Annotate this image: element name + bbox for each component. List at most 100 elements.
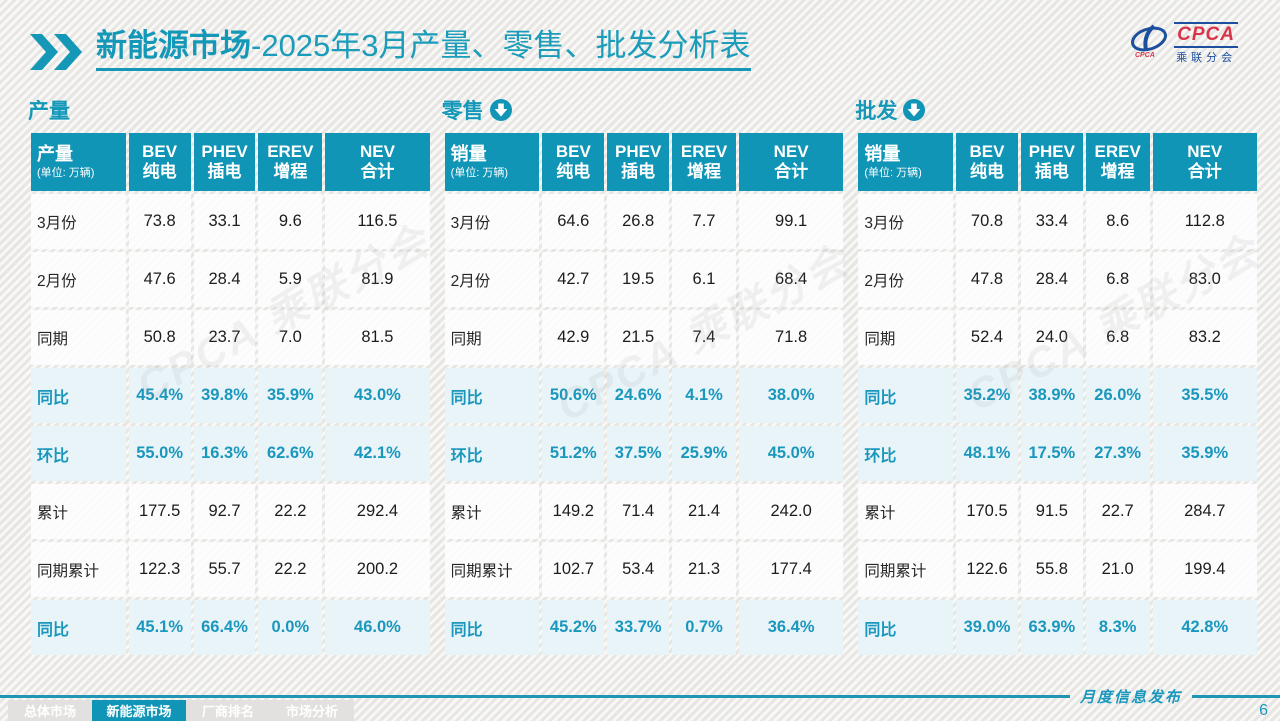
row-label: 同期: [444, 310, 540, 365]
data-cell: 8.6: [1085, 194, 1150, 249]
table-row: 同期累计 122.3 55.7 22.2 200.2: [31, 542, 430, 597]
column-header-erev: EREV 增程: [258, 133, 323, 191]
data-cell: 81.5: [325, 310, 430, 365]
row-label: 累计: [444, 484, 540, 539]
row-label: 同期累计: [31, 542, 126, 597]
retail-table: 销量 (单位: 万辆) BEV 纯电 PHEV 插电 EREV 增程 NEV 合计 3月…: [442, 130, 847, 658]
row-label: 同比: [444, 600, 540, 655]
data-cell: 21.3: [672, 542, 736, 597]
data-cell: 149.2: [542, 484, 605, 539]
data-cell: 83.2: [1152, 310, 1257, 365]
data-cell: 28.4: [193, 252, 256, 307]
page-title: 新能源市场-2025年3月产量、零售、批发分析表: [96, 29, 751, 71]
data-cell: 242.0: [738, 484, 844, 539]
data-cell: 70.8: [956, 194, 1018, 249]
table-row: 同比 45.2% 33.7% 0.7% 36.4%: [444, 600, 844, 655]
data-cell: 36.4%: [738, 600, 844, 655]
row-label: 2月份: [31, 252, 126, 307]
row-label: 3月份: [444, 194, 540, 249]
row-label: 同期: [31, 310, 126, 365]
column-header-phev: PHEV 插电: [607, 133, 670, 191]
down-arrow-circle-icon: [489, 98, 513, 122]
data-cell: 42.7: [542, 252, 605, 307]
data-cell: 47.8: [956, 252, 1018, 307]
tab-market-analysis[interactable]: 市场分析: [285, 704, 338, 719]
bottom-tab-strip: 总体市场 新能源市场 厂商排名 市场分析: [8, 700, 354, 721]
cpca-logo: CPCA CPCA 乘联分会: [1129, 22, 1238, 65]
data-cell: 6.1: [672, 252, 736, 307]
data-cell: 45.4%: [128, 368, 191, 423]
table-row: 2月份 47.8 28.4 6.8 83.0: [858, 252, 1257, 307]
data-cell: 22.2: [258, 542, 323, 597]
column-header-nev: NEV 合计: [738, 133, 844, 191]
data-cell: 33.7%: [607, 600, 670, 655]
data-cell: 42.8%: [1152, 600, 1257, 655]
wholesale-table: 销量 (单位: 万辆) BEV 纯电 PHEV 插电 EREV 增程 NEV 合计 3月…: [855, 130, 1260, 658]
data-cell: 27.3%: [1085, 426, 1150, 481]
table-row: 3月份 73.8 33.1 9.6 116.5: [31, 194, 430, 249]
data-cell: 22.2: [258, 484, 323, 539]
row-label: 累计: [31, 484, 126, 539]
data-cell: 92.7: [193, 484, 256, 539]
data-cell: 47.6: [128, 252, 191, 307]
data-cell: 50.8: [128, 310, 191, 365]
data-cell: 38.9%: [1020, 368, 1083, 423]
release-label: 月度信息发布: [1079, 689, 1182, 706]
measure-label: 销量: [864, 144, 901, 165]
data-cell: 177.5: [128, 484, 191, 539]
column-header-erev: EREV 增程: [672, 133, 736, 191]
tab-oem-ranking[interactable]: 厂商排名: [201, 704, 254, 719]
table-row: 同比 35.2% 38.9% 26.0% 35.5%: [858, 368, 1257, 423]
data-cell: 170.5: [956, 484, 1018, 539]
row-label: 同比: [31, 600, 126, 655]
tab-nev-market[interactable]: 新能源市场: [92, 700, 186, 721]
row-label: 同比: [31, 368, 126, 423]
column-header-bev: BEV 纯电: [542, 133, 605, 191]
column-header-measure: 销量 (单位: 万辆): [444, 133, 540, 191]
data-cell: 116.5: [325, 194, 430, 249]
table-row: 累计 177.5 92.7 22.2 292.4: [31, 484, 430, 539]
data-cell: 35.9%: [258, 368, 323, 423]
data-cell: 21.4: [672, 484, 736, 539]
table-row: 同比 45.1% 66.4% 0.0% 46.0%: [31, 600, 430, 655]
data-cell: 17.5%: [1020, 426, 1083, 481]
row-label: 2月份: [858, 252, 954, 307]
table-row: 累计 149.2 71.4 21.4 242.0: [444, 484, 844, 539]
tables-area: 产量 产量 (单位: 万辆) BEV 纯电 PHEV 插电 EREV 增程 NEV 合计…: [28, 94, 1260, 658]
table-row: 2月份 42.7 19.5 6.1 68.4: [444, 252, 844, 307]
row-label: 环比: [444, 426, 540, 481]
data-cell: 24.0: [1020, 310, 1083, 365]
data-cell: 45.0%: [738, 426, 844, 481]
tab-total-market[interactable]: 总体市场: [24, 704, 77, 719]
data-cell: 6.8: [1085, 310, 1150, 365]
data-cell: 102.7: [542, 542, 605, 597]
data-cell: 71.4: [607, 484, 670, 539]
data-cell: 19.5: [607, 252, 670, 307]
cpca-logo-swirl-icon: CPCA: [1129, 24, 1169, 63]
column-header-nev: NEV 合计: [325, 133, 430, 191]
data-cell: 122.3: [128, 542, 191, 597]
retail-section-label: 零售: [441, 100, 484, 123]
column-header-bev: BEV 纯电: [128, 133, 191, 191]
data-cell: 39.8%: [193, 368, 256, 423]
column-header-erev: EREV 增程: [1085, 133, 1150, 191]
column-header-phev: PHEV 插电: [1020, 133, 1083, 191]
unit-label: (单位: 万辆): [864, 166, 922, 179]
retail-section: 零售 销量 (单位: 万辆) BEV 纯电 PHEV 插电 EREV 增程: [442, 94, 847, 658]
data-cell: 55.0%: [128, 426, 191, 481]
data-cell: 26.0%: [1085, 368, 1150, 423]
data-cell: 99.1: [738, 194, 844, 249]
table-row: 同期 50.8 23.7 7.0 81.5: [31, 310, 430, 365]
table-row: 2月份 47.6 28.4 5.9 81.9: [31, 252, 430, 307]
data-cell: 199.4: [1152, 542, 1257, 597]
row-label: 累计: [858, 484, 954, 539]
data-cell: 8.3%: [1085, 600, 1150, 655]
svg-text:CPCA: CPCA: [1135, 52, 1155, 58]
data-cell: 45.1%: [128, 600, 191, 655]
column-header-phev: PHEV 插电: [193, 133, 256, 191]
data-cell: 177.4: [738, 542, 844, 597]
production-section-label: 产量: [28, 100, 70, 123]
footer-rule-left: [0, 694, 1070, 698]
production-section: 产量 产量 (单位: 万辆) BEV 纯电 PHEV 插电 EREV 增程 NEV 合计…: [28, 94, 433, 658]
data-cell: 51.2%: [542, 426, 605, 481]
